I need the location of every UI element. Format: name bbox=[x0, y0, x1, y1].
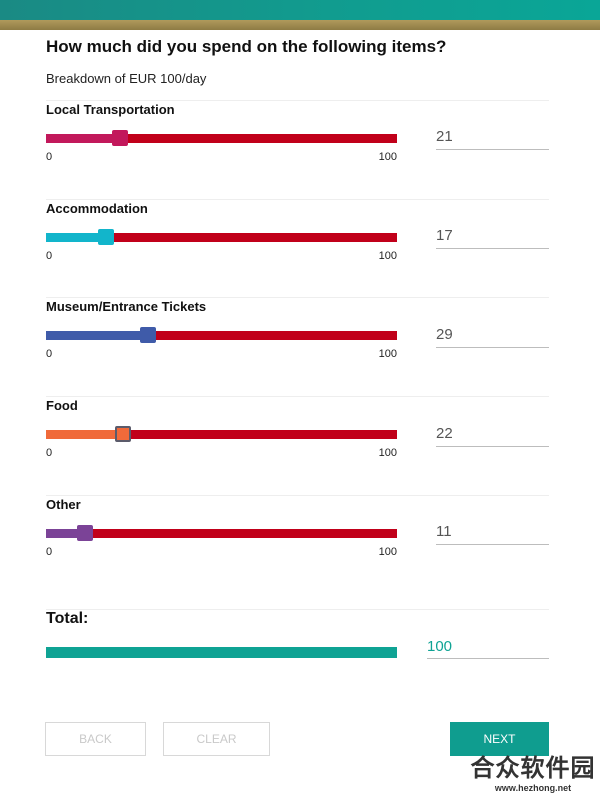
slider-max-label: 100 bbox=[378, 546, 397, 558]
slider-min-label: 0 bbox=[46, 250, 53, 262]
divider bbox=[46, 609, 549, 610]
value-field-accommodation[interactable]: 17 bbox=[436, 227, 549, 249]
total-value: 100 bbox=[427, 638, 549, 659]
slider-max-label: 100 bbox=[378, 348, 397, 360]
divider bbox=[46, 199, 549, 200]
next-button[interactable]: NEXT bbox=[450, 722, 549, 756]
divider bbox=[46, 495, 549, 496]
slider-label-museum-tickets: Museum/Entrance Tickets bbox=[46, 299, 207, 314]
watermark-logo: 合众软件园 www.hezhong.net bbox=[470, 756, 596, 794]
slider-thumb[interactable] bbox=[97, 229, 114, 245]
total-bar bbox=[46, 647, 397, 658]
watermark-text: 合众软件园 bbox=[470, 755, 596, 782]
slider-max-label: 100 bbox=[378, 151, 397, 163]
slider-thumb[interactable] bbox=[76, 525, 93, 541]
divider bbox=[46, 396, 549, 397]
slider-fill bbox=[46, 529, 85, 538]
clear-button[interactable]: CLEAR bbox=[163, 722, 270, 756]
slider-max-label: 100 bbox=[378, 447, 397, 459]
slider-thumb[interactable] bbox=[139, 327, 156, 343]
top-banner bbox=[0, 0, 600, 20]
value-field-local-transportation[interactable]: 21 bbox=[436, 128, 549, 150]
slider-label-food: Food bbox=[46, 398, 78, 413]
slider-other[interactable] bbox=[46, 525, 397, 541]
slider-thumb[interactable] bbox=[115, 426, 132, 442]
divider bbox=[46, 297, 549, 298]
slider-fill bbox=[46, 134, 120, 143]
slider-min-label: 0 bbox=[46, 546, 53, 558]
slider-min-label: 0 bbox=[46, 348, 53, 360]
slider-label-accommodation: Accommodation bbox=[46, 201, 148, 216]
question-subtitle: Breakdown of EUR 100/day bbox=[46, 71, 207, 86]
slider-label-other: Other bbox=[46, 497, 81, 512]
slider-museum-tickets[interactable] bbox=[46, 327, 397, 343]
value-field-food[interactable]: 22 bbox=[436, 425, 549, 447]
slider-accommodation[interactable] bbox=[46, 229, 397, 245]
slider-fill bbox=[46, 331, 148, 340]
slider-fill bbox=[46, 233, 106, 242]
slider-min-label: 0 bbox=[46, 151, 53, 163]
question-title: How much did you spend on the following … bbox=[46, 37, 447, 56]
top-banner-stripe bbox=[0, 20, 600, 30]
slider-max-label: 100 bbox=[378, 250, 397, 262]
slider-min-label: 0 bbox=[46, 447, 53, 459]
back-button[interactable]: BACK bbox=[45, 722, 146, 756]
slider-local-transportation[interactable] bbox=[46, 130, 397, 146]
value-field-museum-tickets[interactable]: 29 bbox=[436, 326, 549, 348]
divider bbox=[46, 100, 549, 101]
watermark-url: www.hezhong.net bbox=[494, 783, 572, 793]
slider-fill bbox=[46, 430, 124, 439]
slider-label-local-transportation: Local Transportation bbox=[46, 102, 175, 117]
slider-food[interactable] bbox=[46, 426, 397, 442]
total-label: Total: bbox=[46, 610, 89, 627]
value-field-other[interactable]: 11 bbox=[436, 523, 549, 545]
slider-thumb[interactable] bbox=[111, 130, 128, 146]
